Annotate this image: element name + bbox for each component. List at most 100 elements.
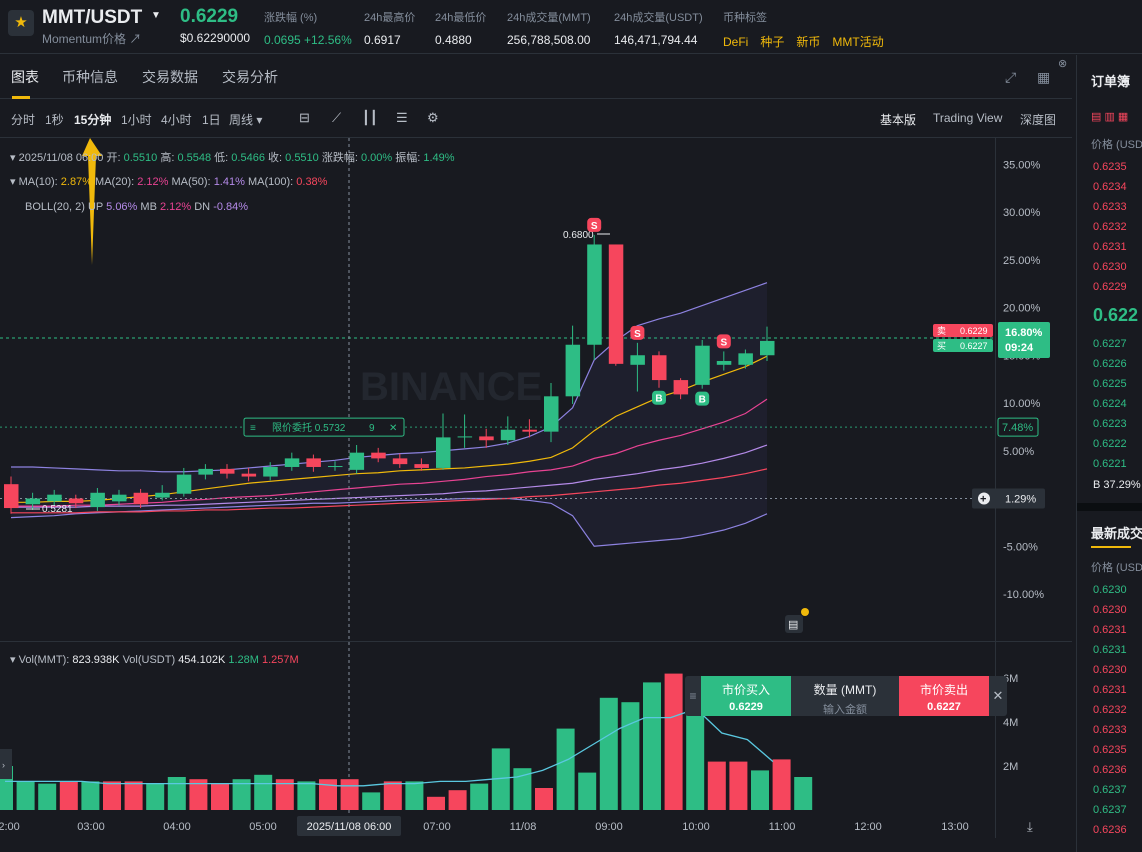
- timeframe-4h[interactable]: 4小时: [161, 113, 192, 127]
- buy-marker: [652, 390, 666, 405]
- info-collapse-chevron-icon[interactable]: ▾: [10, 152, 16, 164]
- quantity-input[interactable]: 数量 (MMT) 输入金额: [791, 676, 899, 716]
- bid-price-row[interactable]: 0.6221: [1093, 458, 1127, 470]
- x-axis-label: 09:00: [595, 821, 623, 833]
- timeframe-15m[interactable]: 15分钟: [74, 113, 112, 127]
- view-depth[interactable]: 深度图: [1020, 113, 1057, 127]
- crosshair-date-tag: [297, 816, 401, 836]
- marker-label: S: [634, 329, 641, 340]
- chart-area[interactable]: 35.00%30.00%25.00%20.00%15.00%10.00%5.00…: [0, 138, 1072, 838]
- template-icon[interactable]: ☰: [396, 110, 408, 125]
- ticker-header: ★ MMT/USDT ▼ Momentum价格 ↗ 0.6229 $0.6229…: [0, 0, 1142, 54]
- stat-low: 24h最低价 0.4880: [435, 9, 486, 47]
- info-date: 2025/11/08 06:00: [18, 152, 104, 164]
- drawing-tools-icon[interactable]: ⟋: [332, 110, 342, 125]
- quick-market-order: ≡ 市价买入 0.6229 数量 (MMT) 输入金额 市价卖出 0.6227 …: [685, 676, 1007, 716]
- tag-seed[interactable]: 种子: [760, 35, 785, 49]
- pane-separator: [0, 641, 1072, 642]
- bid-price-row[interactable]: 0.6227: [1093, 338, 1127, 350]
- bid-price-row[interactable]: 0.6222: [1093, 438, 1127, 450]
- trades-tab-underline: [1091, 546, 1131, 548]
- trade-price-row: 0.6231: [1093, 644, 1127, 656]
- symbol-name[interactable]: MMT/USDT: [42, 7, 143, 28]
- boll-mb-value: 2.12%: [159, 201, 192, 213]
- candle-body: [760, 340, 775, 356]
- market-sell-button[interactable]: 市价卖出 0.6227: [899, 676, 989, 716]
- tag-event[interactable]: MMT活动: [832, 35, 884, 49]
- ask-price-row[interactable]: 0.6231: [1093, 241, 1127, 253]
- volume-bar: [535, 788, 553, 810]
- orderbook-layout-icon[interactable]: ▤ ▥ ▦: [1091, 111, 1129, 123]
- ask-price-row[interactable]: 0.6234: [1093, 181, 1127, 193]
- high-value: 0.5548: [177, 152, 212, 164]
- vol-collapse-chevron-icon[interactable]: ▾: [10, 654, 16, 666]
- trade-price-row: 0.6232: [1093, 704, 1127, 716]
- ask-price-row[interactable]: 0.6232: [1093, 221, 1127, 233]
- candle-type-icon[interactable]: ┃┃: [362, 110, 378, 125]
- boll-up-value: 5.06%: [106, 201, 138, 213]
- high-price-label: 0.6800: [563, 230, 594, 241]
- tab-chart[interactable]: 图表: [11, 69, 39, 85]
- ma100-label: MA(100):: [247, 176, 294, 188]
- notes-icon: [785, 615, 803, 633]
- close-panel-icon[interactable]: ⊗: [1058, 58, 1068, 70]
- volume-bar: [599, 697, 618, 810]
- fullscreen-icon[interactable]: ⤢: [1005, 69, 1017, 85]
- candle-body: [306, 458, 321, 467]
- market-buy-button[interactable]: 市价买入 0.6229: [701, 676, 791, 716]
- x-axis-label: 11/08: [510, 821, 537, 833]
- favorite-star-icon[interactable]: ★: [8, 10, 34, 36]
- timeframe-line[interactable]: 分时: [11, 113, 36, 127]
- indicator-icon[interactable]: ⊟: [299, 110, 310, 125]
- timeframe-1s[interactable]: 1秒: [45, 113, 64, 127]
- symbol-dropdown-chevron-icon[interactable]: ▼: [151, 10, 161, 21]
- recent-trades-title[interactable]: 最新成交: [1091, 526, 1142, 541]
- tab-trading-data[interactable]: 交易数据: [142, 69, 198, 85]
- ask-price-row[interactable]: 0.6230: [1093, 261, 1127, 273]
- volume-bar: [556, 728, 575, 810]
- volume-bar: [707, 761, 726, 810]
- boll-lower-line: [10, 497, 768, 547]
- arrow-annotation: [82, 138, 102, 265]
- trade-price-row: 0.6236: [1093, 824, 1127, 836]
- timeframe-more-dropdown[interactable]: 周线 ▾: [229, 113, 263, 127]
- stat-label: 24h成交量(MMT): [507, 12, 591, 24]
- current-price-tag: [998, 322, 1050, 359]
- volume-bar: [297, 781, 316, 810]
- tab-coin-info[interactable]: 币种信息: [62, 69, 118, 85]
- orderbook-title[interactable]: 订单簿: [1091, 74, 1131, 89]
- bid-price-row[interactable]: 0.6224: [1093, 398, 1127, 410]
- y-axis-tick-label: -5.00%: [1003, 541, 1038, 553]
- candle-body: [392, 458, 408, 465]
- x-axis-label: 02:00: [0, 821, 20, 833]
- bid-price-row[interactable]: 0.6226: [1093, 358, 1127, 370]
- drag-handle-icon[interactable]: ≡: [689, 689, 697, 703]
- bid-price-row[interactable]: 0.6223: [1093, 418, 1127, 430]
- ask-price-row[interactable]: 0.6235: [1093, 161, 1127, 173]
- tag-new[interactable]: 新币: [796, 35, 821, 49]
- view-basic[interactable]: 基本版: [880, 113, 917, 127]
- limit-order-tag: [243, 417, 405, 437]
- timeframe-1d[interactable]: 1日: [202, 113, 221, 127]
- layout-grid-icon[interactable]: ▦: [1037, 69, 1051, 85]
- ask-price-row[interactable]: 0.6229: [1093, 281, 1127, 293]
- ma50-label: MA(50):: [171, 176, 211, 188]
- boll-info-row: BOLL(20, 2) UP 5.06% MB 2.12% DN -0.84%: [25, 201, 248, 213]
- x-axis-label: 10:00: [682, 821, 710, 833]
- timeframe-1h[interactable]: 1小时: [121, 113, 152, 127]
- candle-body: [263, 466, 278, 477]
- ask-price-row[interactable]: 0.6233: [1093, 201, 1127, 213]
- price-chart-svg[interactable]: 35.00%30.00%25.00%20.00%15.00%10.00%5.00…: [0, 138, 1072, 838]
- boll-upper-line: [11, 282, 768, 473]
- tab-trading-analysis[interactable]: 交易分析: [222, 69, 278, 85]
- settings-gear-icon[interactable]: ⚙: [427, 110, 439, 125]
- view-tradingview[interactable]: Trading View: [933, 111, 1003, 125]
- ma-collapse-chevron-icon[interactable]: ▾: [10, 176, 16, 188]
- bid-price-row[interactable]: 0.6225: [1093, 378, 1127, 390]
- symbol-subtitle-link[interactable]: Momentum价格 ↗: [42, 32, 142, 46]
- candle-body: [608, 244, 624, 364]
- close-icon[interactable]: ✕: [992, 688, 1004, 703]
- trades-price-header: 价格 (USD: [1091, 562, 1142, 574]
- tag-defi[interactable]: DeFi: [723, 35, 749, 49]
- candle-body: [198, 468, 213, 475]
